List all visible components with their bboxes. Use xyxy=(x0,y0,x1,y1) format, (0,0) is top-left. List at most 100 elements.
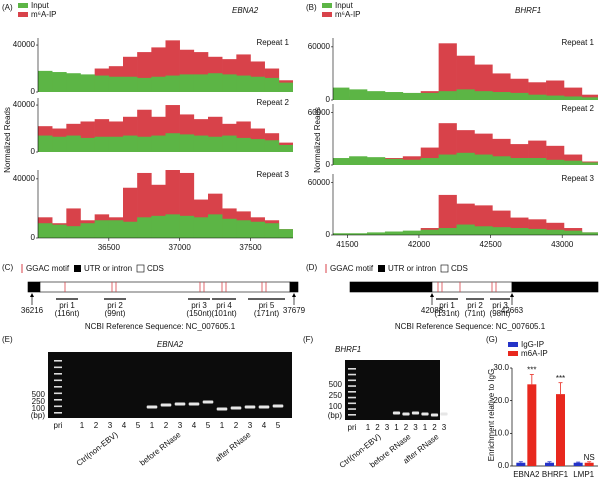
input-coverage xyxy=(384,92,404,100)
repeat-label: Repeat 1 xyxy=(257,38,290,47)
input-coverage xyxy=(222,218,237,238)
primer-name: pri 3 xyxy=(492,301,508,310)
ladder-label: 500 xyxy=(32,390,46,399)
ladder-band xyxy=(348,368,356,370)
legend-swatch xyxy=(18,12,28,17)
ladder-label: 250 xyxy=(329,391,343,400)
lane-label: 1 xyxy=(423,423,428,432)
legend-label: Input xyxy=(31,1,50,10)
panel-label: (A) xyxy=(2,3,13,12)
input-coverage xyxy=(384,158,404,165)
input-coverage xyxy=(528,228,547,235)
ladder-band xyxy=(54,366,62,369)
band xyxy=(402,412,410,416)
primer-size: (171nt) xyxy=(254,309,280,318)
input-coverage xyxy=(510,228,529,235)
legend-swatch xyxy=(508,342,518,347)
input-coverage xyxy=(264,140,280,152)
y-axis-label: Normalized Reads xyxy=(313,107,322,173)
primer-name: pri 3 xyxy=(191,301,207,310)
legend-label: GGAC motif xyxy=(330,264,374,273)
y-tick-label: 30.0 xyxy=(493,363,509,372)
input-coverage xyxy=(420,92,439,100)
input-coverage xyxy=(165,75,180,92)
input-coverage xyxy=(108,136,124,152)
input-coverage xyxy=(528,158,547,165)
input-coverage xyxy=(333,87,350,100)
input-coverage xyxy=(367,232,386,235)
x-tick-label: 41500 xyxy=(336,240,359,249)
ladder-band xyxy=(54,405,62,408)
lane-label: 1 xyxy=(366,423,371,432)
bar xyxy=(516,462,526,466)
lane-label: 1 xyxy=(80,421,85,430)
lane-label: 3 xyxy=(178,421,183,430)
input-coverage xyxy=(278,144,293,152)
legend-label: UTR or intron xyxy=(84,264,132,273)
input-coverage xyxy=(528,94,547,100)
repeat-label: Repeat 1 xyxy=(562,38,595,47)
y-tick-label: 60000 xyxy=(308,42,331,51)
input-coverage xyxy=(236,75,251,92)
coverage xyxy=(38,105,293,152)
panel-label: (D) xyxy=(306,263,317,272)
group-label: before RNase xyxy=(138,430,183,468)
input-coverage xyxy=(546,159,565,165)
band xyxy=(421,412,429,416)
input-coverage xyxy=(278,229,293,238)
band xyxy=(392,411,401,415)
input-coverage xyxy=(563,96,583,100)
band xyxy=(188,402,200,406)
bar xyxy=(573,462,583,466)
gene-block xyxy=(289,281,299,293)
lane-label: 2 xyxy=(234,421,239,430)
input-coverage xyxy=(193,217,209,238)
legend-cds xyxy=(136,264,145,273)
gel-title: EBNA2 xyxy=(157,340,184,349)
coverage xyxy=(38,170,293,238)
band xyxy=(430,413,439,417)
input-coverage xyxy=(38,223,53,238)
input-coverage xyxy=(546,229,565,235)
input-coverage xyxy=(165,214,180,238)
panel-label: (B) xyxy=(306,3,317,12)
primer-size: (71nt) xyxy=(465,309,486,318)
ladder-band xyxy=(348,402,356,405)
lane-label: 2 xyxy=(404,423,409,432)
input-coverage xyxy=(94,136,110,152)
lane-label: pri xyxy=(54,421,63,430)
x-tick-label: BHRF1 xyxy=(542,470,569,479)
legend-label: IgG-IP xyxy=(521,340,544,349)
input-coverage xyxy=(108,76,124,92)
input-coverage xyxy=(581,232,598,235)
ladder-band xyxy=(54,360,62,362)
reference: NCBI Reference Sequence: NC_007605.1 xyxy=(85,322,236,331)
y-tick-label: 0 xyxy=(326,160,331,169)
coverage xyxy=(333,123,598,165)
input-coverage xyxy=(38,135,53,152)
x-tick-label: 42000 xyxy=(408,240,431,249)
x-tick-label: EBNA2 xyxy=(513,470,540,479)
reference: NCBI Reference Sequence: NC_007605.1 xyxy=(395,322,546,331)
lane-label: 4 xyxy=(122,421,127,430)
primer-size: (131nt) xyxy=(434,309,460,318)
coverage xyxy=(38,40,293,92)
annotation: *** xyxy=(527,366,536,375)
legend-utr xyxy=(378,265,385,272)
band xyxy=(244,405,256,409)
y-axis-label: Normalized Reads xyxy=(3,107,12,173)
y-tick-label: 0.0 xyxy=(498,461,510,470)
input-coverage xyxy=(193,135,209,152)
lane-label: 4 xyxy=(262,421,267,430)
legend-swatch xyxy=(322,12,332,17)
input-coverage xyxy=(492,227,511,235)
ladder-band xyxy=(54,379,62,382)
primer-name: pri 5 xyxy=(259,301,275,310)
lane-label: 3 xyxy=(385,423,390,432)
input-coverage xyxy=(278,82,293,92)
input-coverage xyxy=(402,230,422,235)
lane-label: 3 xyxy=(413,423,418,432)
input-coverage xyxy=(563,160,583,165)
input-coverage xyxy=(438,228,457,235)
ladder-label: 100 xyxy=(329,402,343,411)
